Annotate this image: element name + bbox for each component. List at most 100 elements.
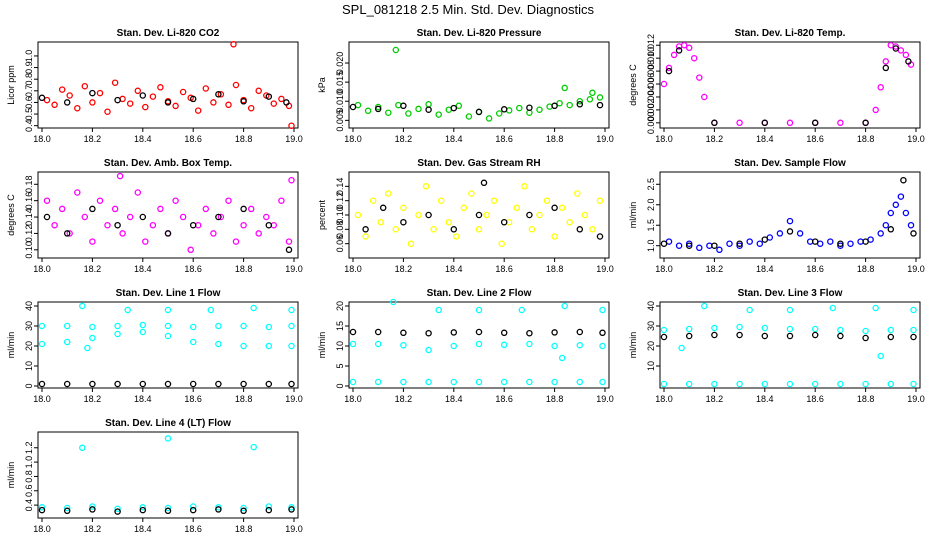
data-point-band — [761, 324, 769, 332]
data-point-mean — [576, 226, 584, 233]
data-point-low — [450, 378, 458, 386]
data-point-mean — [576, 328, 584, 336]
data-point-mean — [599, 329, 606, 337]
data-point-mean — [283, 99, 290, 106]
data-point-mean — [215, 506, 222, 513]
y-tick-label: 0.5 — [24, 108, 34, 121]
data-point-sd — [576, 97, 584, 105]
data-point-sd — [872, 106, 879, 114]
data-point-mean — [837, 240, 844, 247]
x-tick-label: 18.6 — [495, 134, 513, 144]
data-point-sd — [685, 240, 693, 247]
y-tick-label: 0.008 — [646, 60, 656, 83]
data-point-sd — [81, 82, 89, 90]
data-point-sd — [892, 43, 900, 50]
data-point-low — [374, 378, 382, 386]
data-point-sd — [561, 84, 568, 92]
data-point-sd — [465, 113, 473, 120]
data-point-mean — [526, 211, 533, 219]
x-tick-label: 18.2 — [84, 134, 102, 144]
data-point-mean — [349, 328, 357, 336]
data-point-sd — [172, 102, 179, 110]
x-tick-label: 18.4 — [134, 264, 152, 274]
data-point-sd — [521, 183, 528, 190]
y-tick-label: 0.010 — [646, 47, 656, 70]
data-point-sd — [596, 197, 604, 204]
data-point-outliers — [599, 306, 606, 314]
data-point-sd — [96, 89, 104, 97]
data-point-mean — [475, 108, 483, 116]
data-point-sd — [445, 218, 453, 226]
y-tick-label: 0.12 — [24, 225, 34, 243]
y-axis-label: ml/min — [6, 462, 16, 489]
y-axis-label: ml/min — [317, 332, 327, 359]
data-point-sd — [837, 119, 844, 127]
x-tick-label: 18.8 — [546, 134, 564, 144]
data-point-mean — [910, 230, 917, 237]
data-point-band_high — [114, 322, 121, 330]
y-tick-label: 30 — [646, 321, 656, 331]
y-tick-label: 0.6 — [24, 96, 34, 109]
y-axis-label: ml/min — [628, 202, 638, 229]
data-point-mean — [89, 89, 96, 97]
data-point-mean — [164, 99, 172, 106]
data-point-mean — [837, 332, 844, 340]
data-point-sd — [435, 111, 442, 118]
data-point-mean — [425, 106, 432, 113]
data-point-band — [736, 323, 743, 331]
data-point-outliers — [250, 304, 257, 312]
plot-frame — [659, 301, 921, 389]
data-point-low — [887, 380, 895, 388]
data-point-sd — [701, 93, 708, 101]
x-tick-label: 18.4 — [134, 524, 152, 534]
data-point-band — [811, 325, 819, 333]
y-tick-label: 0.9 — [24, 61, 34, 74]
x-tick-label: 18.0 — [655, 394, 673, 404]
y-tick-label: 1.0 — [24, 456, 34, 469]
data-point-sd — [74, 104, 81, 112]
data-point-sd — [43, 96, 51, 104]
data-point-sd — [354, 211, 362, 219]
data-point-band — [599, 342, 606, 350]
y-tick-label: 0.4 — [24, 119, 34, 132]
y-tick-label: 0 — [335, 383, 345, 388]
data-point-sd — [827, 238, 834, 245]
x-tick-label: 18.8 — [546, 264, 564, 274]
data-point-mean — [374, 105, 382, 113]
data-point-band_high — [89, 323, 96, 331]
data-point-sd — [696, 244, 703, 252]
data-point-sd — [369, 197, 377, 204]
data-point-low — [599, 378, 606, 386]
data-point-sd — [586, 96, 594, 103]
data-point-band_low — [265, 342, 273, 350]
data-point-mean — [215, 380, 222, 388]
data-point-sd — [278, 95, 285, 103]
data-point-mean — [374, 328, 382, 336]
x-tick-label: 18.4 — [445, 394, 463, 404]
x-tick-label: 18.0 — [33, 524, 51, 534]
data-point-mean — [500, 329, 508, 337]
data-point-band_high — [38, 322, 46, 330]
data-point-sd — [505, 107, 513, 114]
x-tick-label: 18.2 — [395, 264, 413, 274]
data-point-sd — [377, 218, 384, 226]
data-point-sd — [385, 109, 392, 116]
y-tick-label: 0.005 — [335, 109, 345, 132]
data-point-mean — [139, 213, 147, 221]
data-point-sd — [415, 211, 422, 219]
data-point-outliers — [207, 306, 215, 314]
data-point-sd — [551, 233, 558, 240]
data-point-sd — [746, 238, 753, 245]
data-point-sd — [116, 172, 124, 180]
y-tick-label: 1.5 — [646, 219, 656, 232]
y-tick-label: 0.002 — [646, 99, 656, 122]
data-point-sd — [232, 81, 240, 89]
data-point-band_high — [265, 323, 273, 331]
data-point-sd — [142, 238, 149, 245]
data-point-sd — [670, 51, 678, 59]
data-point-sd — [385, 190, 392, 197]
data-point-sd — [202, 205, 210, 213]
data-point-sd — [589, 89, 596, 97]
data-point-outliers — [164, 435, 172, 442]
data-point-band_high — [139, 321, 147, 329]
